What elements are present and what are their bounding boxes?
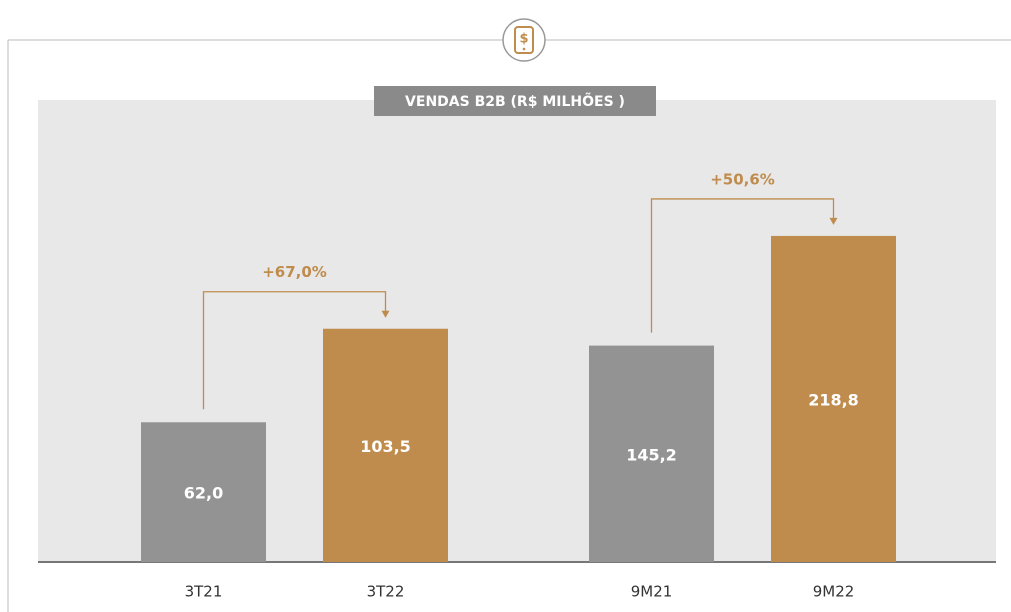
value-label: 103,5 xyxy=(360,437,411,456)
x-tick-label: 3T22 xyxy=(367,583,405,601)
growth-label: +67,0% xyxy=(262,263,327,281)
growth-bracket xyxy=(650,198,835,333)
x-tick-label: 9M21 xyxy=(631,583,673,601)
arrow-head xyxy=(829,217,838,225)
value-label: 145,2 xyxy=(626,445,677,464)
bar xyxy=(589,345,714,562)
svg-text:$: $ xyxy=(519,32,528,47)
value-label: 62,0 xyxy=(184,484,223,503)
icon: $ xyxy=(502,18,546,62)
value-label: 218,8 xyxy=(808,390,859,409)
bar xyxy=(141,422,266,562)
bar xyxy=(323,328,448,562)
growth-label: +50,6% xyxy=(710,170,775,188)
growth-bracket xyxy=(202,291,387,410)
arrow-head xyxy=(381,310,390,318)
chart-title: VENDAS B2B (R$ MILHÕES ) xyxy=(405,92,625,110)
x-tick-label: 9M22 xyxy=(813,583,855,601)
x-tick-label: 3T21 xyxy=(185,583,223,601)
title-box xyxy=(374,86,656,116)
bar xyxy=(771,235,896,562)
